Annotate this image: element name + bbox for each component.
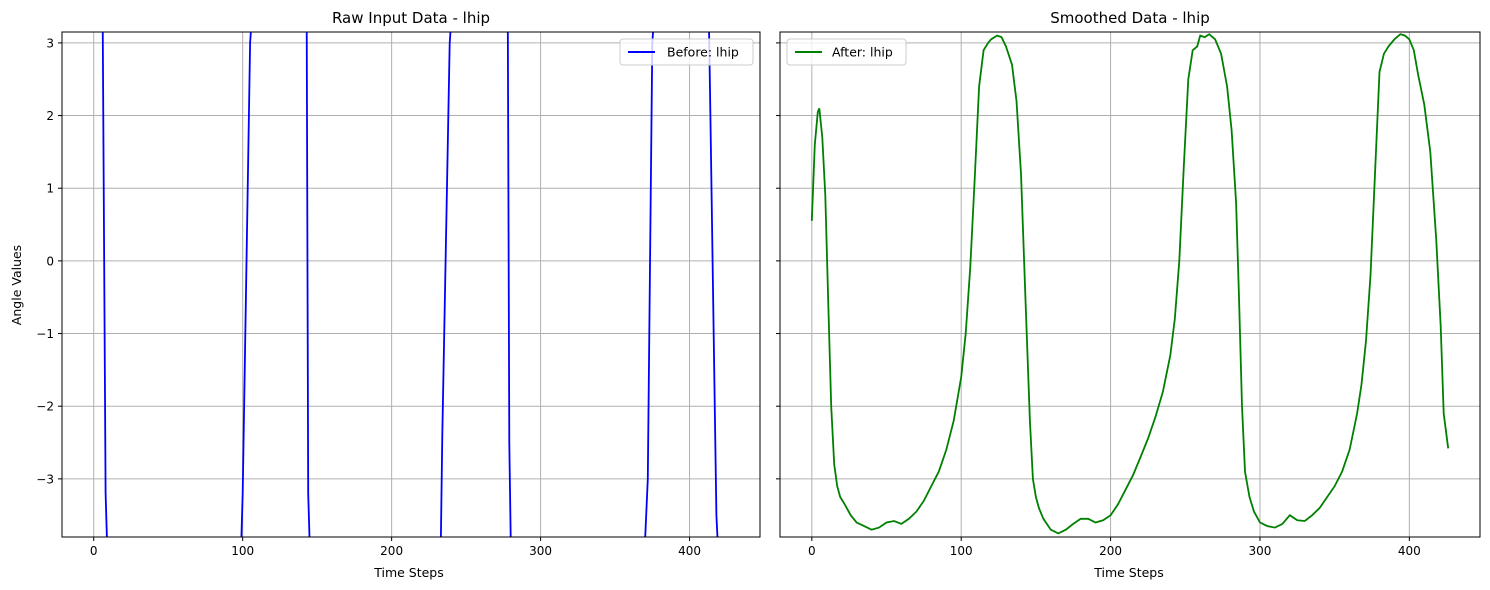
right-legend-label: After: lhip [832,45,893,60]
left-chart: Raw Input Data - lhip 0 100 200 300 400 −3 −2… [9,9,761,580]
right-grid [780,32,1480,537]
left-axes-frame [61,31,761,538]
left-grid [62,32,760,537]
left-x-axis-label: Time Steps [373,565,444,580]
right-plot-area [810,33,1450,535]
y-tick-label: −1 [36,327,54,341]
left-legend-box [619,38,754,66]
x-tick-label: 200 [380,544,403,558]
y-tick-label: 2 [46,109,54,123]
right-legend: After: lhip [786,38,907,66]
right-legend-box [786,38,907,66]
y-tick-label: −3 [36,472,54,486]
left-y-axis-label: Angle Values [9,245,24,325]
left-plot-area [101,32,719,537]
x-tick-label: 0 [808,544,816,558]
x-tick-label: 400 [1398,544,1421,558]
x-tick-label: 400 [678,544,701,558]
left-series-line [101,32,719,537]
right-x-axis-label: Time Steps [1093,565,1164,580]
x-tick-label: 0 [90,544,98,558]
right-y-ticks [776,42,780,480]
x-tick-label: 100 [231,544,254,558]
left-legend: Before: lhip [619,38,754,66]
x-tick-label: 300 [1249,544,1272,558]
left-chart-title: Raw Input Data - lhip [332,9,490,27]
x-tick-label: 100 [950,544,973,558]
y-tick-label: −2 [36,400,54,414]
y-tick-label: 1 [46,182,54,196]
right-x-ticks: 0 100 200 300 400 [808,537,1421,558]
left-legend-label: Before: lhip [667,45,739,60]
x-tick-label: 200 [1099,544,1122,558]
left-x-ticks: 0 100 200 300 400 [90,537,701,558]
right-series-line [810,33,1450,535]
y-tick-label: 0 [46,254,54,268]
right-chart-title: Smoothed Data - lhip [1050,9,1210,27]
left-y-ticks: −3 −2 −1 0 1 2 3 [36,36,62,486]
x-tick-label: 300 [529,544,552,558]
right-chart: Smoothed Data - lhip 0 100 200 300 400 Time … [776,9,1481,580]
right-axes-frame [779,31,1481,538]
y-tick-label: 3 [46,36,54,50]
